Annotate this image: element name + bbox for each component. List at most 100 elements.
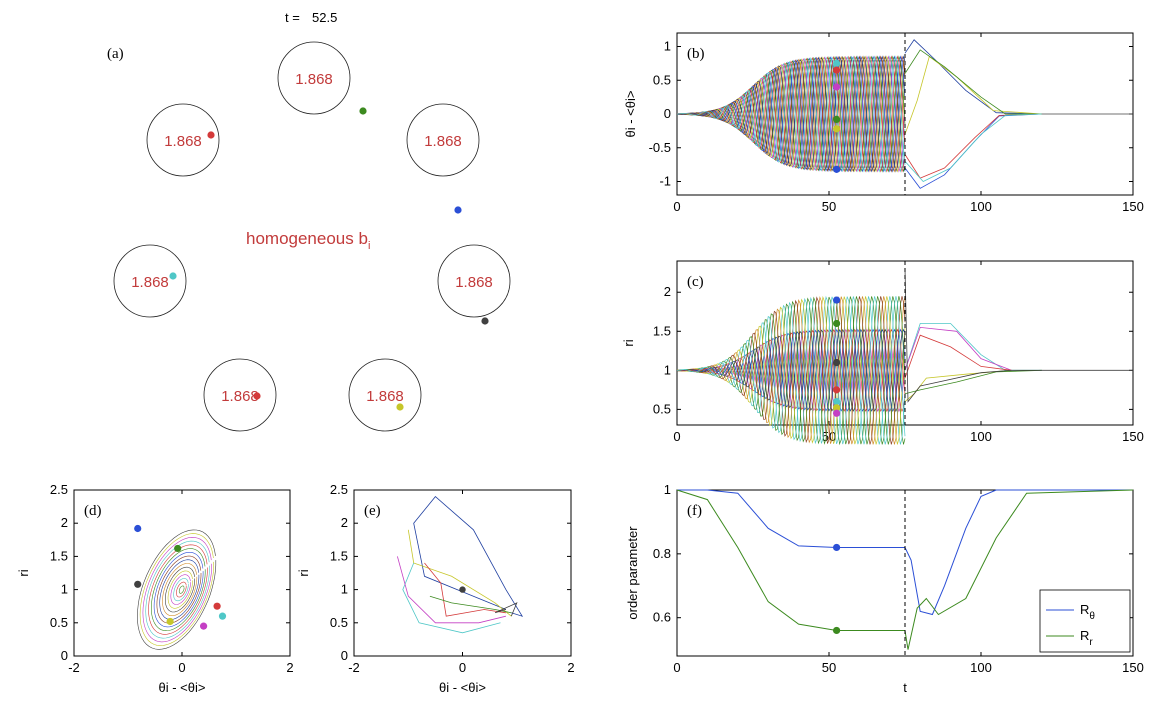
oscillator-dots [169,107,489,411]
circle-value: 1.868 [455,274,493,291]
marker-dot [200,622,208,630]
phase-trajectory [407,529,512,617]
plot-frame [353,489,572,657]
x-tick-label: 2 [567,660,574,675]
y-tick-label: 1 [664,362,671,377]
oscillator-dot [253,392,261,400]
circle-value: 1.868 [424,133,462,150]
series-line [676,489,1134,650]
charts: 0 50 100 150-1-0.500.51 (b)θi - <θi>0 50 100 15… [16,32,1144,695]
panel-label: (b) [687,46,705,62]
oscillator-trace [676,296,906,446]
phase-orbit [153,552,204,628]
oscillator-circle [437,244,511,318]
phase-orbit [176,581,187,598]
marker-dot [174,544,182,553]
y-axis-label: θi - <θi> [623,91,638,138]
oscillator-trace [676,55,906,173]
y-tick-label: 2 [341,515,348,530]
panel-a-label: (a) [107,46,124,62]
marker-dot [833,319,841,328]
panel-label: (f) [687,503,702,519]
oscillator-dot [169,272,177,280]
circle-value: 1.868 [295,71,333,88]
circle-value: 1.868 [131,274,169,291]
oscillator-dot [454,206,462,214]
oscillator-circle [277,41,351,115]
y-tick-label: 2 [61,515,68,530]
oscillator-circle [203,358,277,432]
phase-orbit [173,578,189,602]
post-transition-trace [904,113,1042,182]
y-tick-label: 0.5 [653,72,671,87]
x-tick-label: 0 [673,429,680,444]
marker-dot [833,115,841,123]
x-tick-label: 0 [459,660,466,675]
y-tick-label: 0 [664,106,671,121]
panel-label: (c) [687,274,704,290]
y-tick-label: 2 [664,284,671,299]
x-tick-label: 2 [286,660,293,675]
phase-orbit [142,536,212,643]
x-tick-label: 0 [673,199,680,214]
marker-dot [166,617,174,626]
y-tick-label: -0.5 [649,140,671,155]
marker-dot [833,404,841,412]
x-tick-label: -2 [348,660,360,675]
oscillation-lines [676,39,1133,189]
oscillator-trace [677,328,906,413]
marker-dot [833,397,841,406]
marker-dot [833,626,841,635]
y-tick-label: 2.5 [330,482,348,497]
legend-box [1039,589,1131,653]
homogeneous-subscript: i [368,240,370,252]
y-tick-label: 0.8 [653,546,671,561]
marker-dot [833,165,841,173]
phase-orbit [165,566,195,613]
x-tick-label: 0 [673,660,680,675]
post-transition-trace [904,113,1042,179]
oscillator-trace [676,55,906,173]
oscillator-circle [406,103,480,177]
y-tick-label: 1 [664,39,671,54]
oscillation-lines [676,268,1133,446]
legend-entry: Rθ [1080,602,1095,622]
circle-value: 1.868 [366,388,404,405]
phase-orbit [170,574,191,605]
oscillator-dot [207,131,215,139]
y-tick-label: 1 [341,582,348,597]
marker-dot [833,83,841,91]
post-transition-trace [904,49,1042,115]
time-value: 52.5 [312,10,337,25]
circle-value: 1.868 [221,388,259,405]
phase-orbit [148,544,208,635]
y-tick-label: 1.5 [653,323,671,338]
y-tick-label: 1 [664,482,671,497]
y-tick-label: -1 [659,174,671,189]
marker-dot [213,602,221,610]
oscillator-trace [676,295,906,445]
panel-label: (d) [84,503,102,519]
homogeneous-annotation: homogeneous bi [246,229,370,252]
phase-trajectory [424,562,506,617]
oscillator-dot [481,317,489,325]
oscillator-trace [676,55,906,173]
panel-label: (e) [364,503,381,519]
post-transition-trace [904,334,1012,379]
x-axis-label: t [903,680,907,695]
phase-orbit [145,540,210,639]
marker-dot [833,125,841,133]
y-tick-label: 2.5 [50,482,68,497]
phase-orbit [159,559,200,620]
phase-orbits [136,529,217,650]
x-axis-label: θi - <θi> [439,680,486,695]
oscillator-dot [396,403,404,411]
marker-dot [134,580,142,588]
phase-orbit [167,570,193,609]
marker-dot [833,358,841,367]
